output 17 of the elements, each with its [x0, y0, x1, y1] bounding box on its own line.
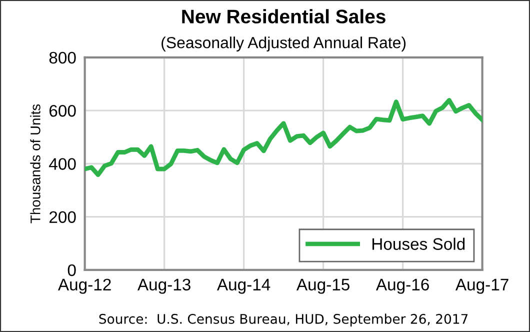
legend-label: Houses Sold — [372, 238, 465, 250]
x-tick-label: Aug-12 — [58, 278, 111, 294]
x-tick-label: Aug-14 — [216, 278, 270, 294]
y-tick-label: 600 — [50, 104, 76, 117]
y-axis-title: Thousands of Units — [30, 104, 40, 224]
chart-title: New Residential Sales — [182, 9, 386, 24]
y-tick-label: 800 — [49, 52, 76, 64]
y-tick-label: 200 — [50, 211, 76, 223]
y-tick-label: 0 — [68, 264, 76, 276]
x-tick-label: Aug-16 — [376, 278, 429, 294]
chart-subtitle: (Seasonally Adjusted Annual Rate) — [162, 36, 406, 52]
y-tick-label: 400 — [49, 158, 76, 170]
x-tick-label: Aug-17 — [455, 278, 508, 294]
x-tick-label: Aug-13 — [137, 278, 190, 294]
line-series — [84, 98, 482, 178]
source-note: Source: U.S. Census Bureau, HUD, September 26, 2017 — [99, 314, 468, 326]
x-tick-label: Aug-15 — [296, 278, 350, 294]
